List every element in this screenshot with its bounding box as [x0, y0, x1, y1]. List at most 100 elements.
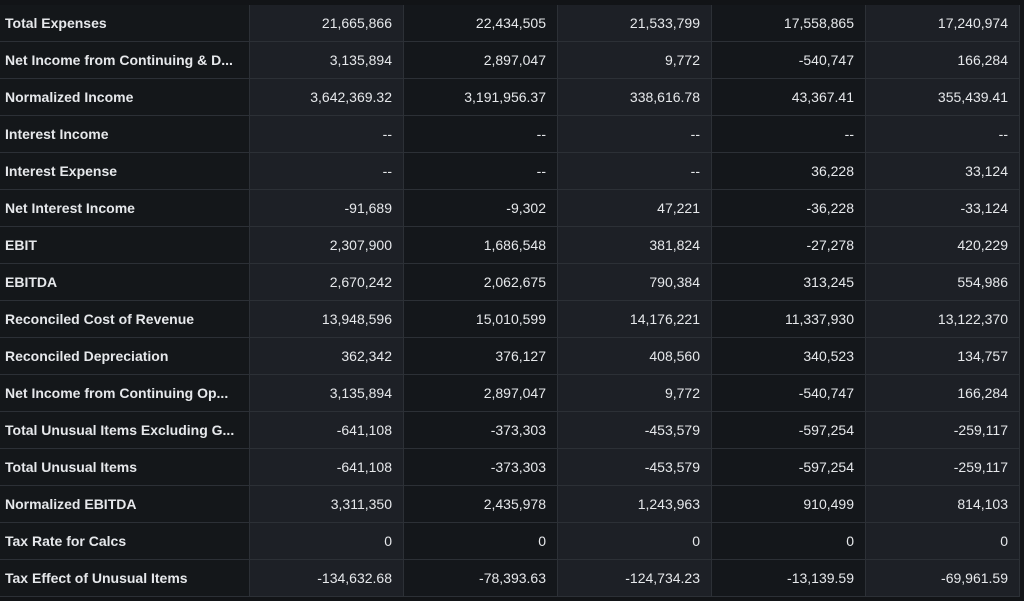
- value-cell: 355,439.41: [865, 78, 1020, 116]
- value-cell: --: [249, 152, 404, 190]
- value-cell: -597,254: [711, 411, 866, 449]
- value-cell: 313,245: [711, 263, 866, 301]
- value-cell: -373,303: [403, 448, 558, 486]
- value-cell: 0: [557, 522, 712, 560]
- table-row: Net Income from Continuing Op... 3,135,89…: [0, 374, 1020, 412]
- row-label: Total Expenses: [0, 5, 250, 42]
- row-label: Interest Income: [0, 115, 250, 153]
- value-cell: 420,229: [865, 226, 1020, 264]
- value-cell: -373,303: [403, 411, 558, 449]
- value-cell: 910,499: [711, 485, 866, 523]
- value-cell: -259,117: [865, 448, 1020, 486]
- table-row: Reconciled Depreciation 362,342 376,127 408…: [0, 337, 1020, 375]
- value-cell: 1,686,548: [403, 226, 558, 264]
- value-cell: 2,897,047: [403, 374, 558, 412]
- row-label: Total Unusual Items: [0, 448, 250, 486]
- table-row: Tax Rate for Calcs 0 0 0 0 0: [0, 522, 1020, 560]
- value-cell: 134,757: [865, 337, 1020, 375]
- value-cell: --: [557, 152, 712, 190]
- value-cell: -540,747: [711, 41, 866, 79]
- value-cell: --: [403, 152, 558, 190]
- value-cell: 790,384: [557, 263, 712, 301]
- value-cell: -124,734.23: [557, 559, 712, 597]
- value-cell: 14,176,221: [557, 300, 712, 338]
- row-label: EBITDA: [0, 263, 250, 301]
- value-cell: -597,254: [711, 448, 866, 486]
- value-cell: 17,240,974: [865, 5, 1020, 42]
- value-cell: 47,221: [557, 189, 712, 227]
- value-cell: -641,108: [249, 448, 404, 486]
- value-cell: -134,632.68: [249, 559, 404, 597]
- value-cell: 9,772: [557, 41, 712, 79]
- value-cell: 13,122,370: [865, 300, 1020, 338]
- value-cell: -453,579: [557, 411, 712, 449]
- row-label: Interest Expense: [0, 152, 250, 190]
- value-cell: 0: [711, 522, 866, 560]
- value-cell: 3,135,894: [249, 374, 404, 412]
- value-cell: 0: [865, 522, 1020, 560]
- row-label: Reconciled Cost of Revenue: [0, 300, 250, 338]
- value-cell: 376,127: [403, 337, 558, 375]
- value-cell: 814,103: [865, 485, 1020, 523]
- value-cell: 3,191,956.37: [403, 78, 558, 116]
- table-row: Total Expenses 21,665,866 22,434,505 21,533…: [0, 5, 1020, 42]
- value-cell: 21,665,866: [249, 5, 404, 42]
- value-cell: 2,307,900: [249, 226, 404, 264]
- financials-table: Total Expenses 21,665,866 22,434,505 21,533…: [0, 5, 1020, 597]
- value-cell: 22,434,505: [403, 5, 558, 42]
- row-label: Net Income from Continuing Op...: [0, 374, 250, 412]
- value-cell: 21,533,799: [557, 5, 712, 42]
- value-cell: 9,772: [557, 374, 712, 412]
- row-label: Normalized Income: [0, 78, 250, 116]
- row-label: Total Unusual Items Excluding G...: [0, 411, 250, 449]
- value-cell: -13,139.59: [711, 559, 866, 597]
- table-row: EBITDA 2,670,242 2,062,675 790,384 313,245 55…: [0, 263, 1020, 301]
- value-cell: --: [557, 115, 712, 153]
- value-cell: -540,747: [711, 374, 866, 412]
- value-cell: 338,616.78: [557, 78, 712, 116]
- value-cell: -91,689: [249, 189, 404, 227]
- value-cell: -27,278: [711, 226, 866, 264]
- value-cell: -259,117: [865, 411, 1020, 449]
- value-cell: 2,435,978: [403, 485, 558, 523]
- value-cell: --: [711, 115, 866, 153]
- table-row: EBIT 2,307,900 1,686,548 381,824 -27,278 420,…: [0, 226, 1020, 264]
- table-row: Total Unusual Items Excluding G... -641,1…: [0, 411, 1020, 449]
- table-row: Interest Income -- -- -- -- --: [0, 115, 1020, 153]
- value-cell: --: [865, 115, 1020, 153]
- row-label: Net Interest Income: [0, 189, 250, 227]
- value-cell: 13,948,596: [249, 300, 404, 338]
- value-cell: 36,228: [711, 152, 866, 190]
- row-label: EBIT: [0, 226, 250, 264]
- value-cell: 2,062,675: [403, 263, 558, 301]
- value-cell: -78,393.63: [403, 559, 558, 597]
- value-cell: -641,108: [249, 411, 404, 449]
- table-row: Total Unusual Items -641,108 -373,303 -453,…: [0, 448, 1020, 486]
- value-cell: -36,228: [711, 189, 866, 227]
- value-cell: 11,337,930: [711, 300, 866, 338]
- value-cell: 2,897,047: [403, 41, 558, 79]
- value-cell: 0: [249, 522, 404, 560]
- row-label: Tax Rate for Calcs: [0, 522, 250, 560]
- value-cell: 3,311,350: [249, 485, 404, 523]
- value-cell: 3,642,369.32: [249, 78, 404, 116]
- value-cell: --: [403, 115, 558, 153]
- table-row: Net Income from Continuing & D... 3,135,8…: [0, 41, 1020, 79]
- table-row: Reconciled Cost of Revenue 13,948,596 15,0…: [0, 300, 1020, 338]
- table-row: Normalized Income 3,642,369.32 3,191,956.3…: [0, 78, 1020, 116]
- table-row: Net Interest Income -91,689 -9,302 47,221 -3…: [0, 189, 1020, 227]
- value-cell: 1,243,963: [557, 485, 712, 523]
- value-cell: 408,560: [557, 337, 712, 375]
- value-cell: 554,986: [865, 263, 1020, 301]
- value-cell: -33,124: [865, 189, 1020, 227]
- value-cell: 362,342: [249, 337, 404, 375]
- value-cell: 340,523: [711, 337, 866, 375]
- table-row: Normalized EBITDA 3,311,350 2,435,978 1,243…: [0, 485, 1020, 523]
- value-cell: 166,284: [865, 41, 1020, 79]
- row-label: Net Income from Continuing & D...: [0, 41, 250, 79]
- value-cell: 43,367.41: [711, 78, 866, 116]
- value-cell: 17,558,865: [711, 5, 866, 42]
- table-row: Tax Effect of Unusual Items -134,632.68 -7…: [0, 559, 1020, 597]
- row-label: Reconciled Depreciation: [0, 337, 250, 375]
- value-cell: 33,124: [865, 152, 1020, 190]
